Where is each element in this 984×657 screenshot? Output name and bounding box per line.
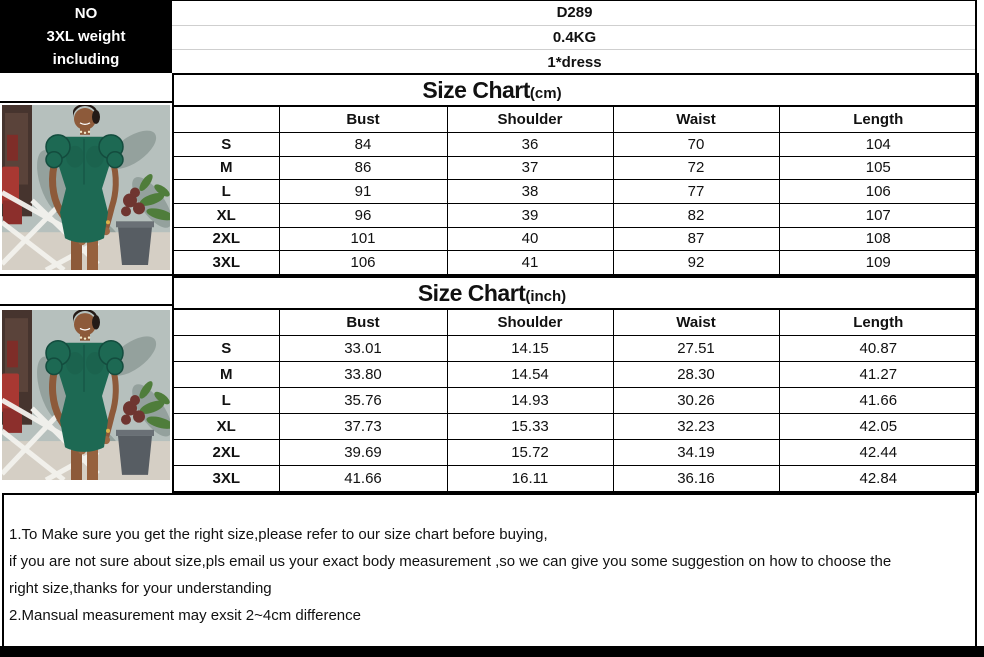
weight-panel-line: NO — [74, 5, 98, 22]
table-row: 2XL 101 40 87 108 — [172, 226, 979, 252]
weight-info-panel: NO 3XL weight including — [0, 0, 172, 73]
grid-line — [0, 304, 172, 306]
table-row: M 86 37 72 105 — [172, 155, 979, 181]
size-column-header — [172, 105, 280, 133]
product-package: 1*dress — [547, 53, 602, 71]
size-chart-inch-header-row: Bust Shoulder Waist Length — [172, 308, 979, 336]
table-row: L 91 38 77 106 — [172, 179, 979, 204]
size-chart-cm-title: Size Chart(cm) — [422, 77, 562, 103]
product-photo-green-dress — [2, 310, 170, 480]
waist-header: Waist — [612, 308, 780, 336]
bust-header: Bust — [278, 105, 448, 133]
product-weight: 0.4KG — [552, 28, 597, 46]
potted-plant — [116, 174, 170, 266]
bottom-black-bar — [0, 646, 984, 657]
size-chart-inch-title: Size Chart(inch) — [417, 280, 567, 306]
product-model-row: D289 — [172, 1, 977, 26]
shoulder-header: Shoulder — [446, 105, 614, 133]
sizing-notes: 1.To Make sure you get the right size,pl… — [2, 493, 977, 646]
table-row: XL 96 39 82 107 — [172, 202, 979, 228]
shoulder-header: Shoulder — [446, 308, 614, 336]
bracelet — [106, 220, 110, 225]
table-row: 2XL 39.69 15.72 34.19 42.44 — [172, 438, 979, 466]
bust-header: Bust — [278, 308, 448, 336]
product-photo-green-dress — [2, 105, 170, 270]
table-row: 3XL 41.66 16.11 36.16 42.84 — [172, 464, 979, 493]
grid-line — [0, 101, 172, 103]
length-header: Length — [778, 105, 979, 133]
table-row: L 35.76 14.93 30.26 41.66 — [172, 386, 979, 414]
note-line-4: 2.Mansual measurement may exsit 2~4cm di… — [9, 607, 361, 624]
size-chart-cm-header-row: Bust Shoulder Waist Length — [172, 105, 979, 133]
size-chart-cm-table: Size Chart(cm) Bust Shoulder Waist Lengt… — [172, 73, 980, 276]
ruffle-sleeves — [45, 134, 124, 169]
table-row: M 33.80 14.54 28.30 41.27 — [172, 360, 979, 388]
table-row: S 33.01 14.15 27.51 40.87 — [172, 335, 979, 362]
table-row: 3XL 106 41 92 109 — [172, 250, 979, 276]
waist-header: Waist — [612, 105, 780, 133]
size-chart-cm-title-row: Size Chart(cm) — [172, 73, 979, 107]
product-weight-row: 0.4KG — [172, 26, 977, 50]
note-line-2: if you are not sure about size,pls email… — [9, 553, 892, 570]
note-line-1: 1.To Make sure you get the right size,pl… — [9, 526, 548, 543]
length-header: Length — [778, 308, 979, 336]
weight-panel-line: 3XL weight — [46, 28, 126, 45]
note-line-3: right size,thanks for your understanding — [9, 580, 272, 597]
table-row: S 84 36 70 104 — [172, 132, 979, 157]
model-figure — [45, 105, 124, 270]
product-model: D289 — [556, 4, 593, 22]
weight-panel-line: including — [52, 51, 120, 68]
size-chart-inch-title-row: Size Chart(inch) — [172, 276, 979, 310]
size-column-header — [172, 308, 280, 336]
table-row: XL 37.73 15.33 32.23 42.05 — [172, 412, 979, 440]
product-info-rows: D289 0.4KG 1*dress — [172, 0, 977, 73]
size-chart-inch-table: Size Chart(inch) Bust Shoulder Waist Len… — [172, 276, 980, 493]
product-package-row: 1*dress — [172, 50, 977, 74]
grid-line — [0, 274, 172, 276]
